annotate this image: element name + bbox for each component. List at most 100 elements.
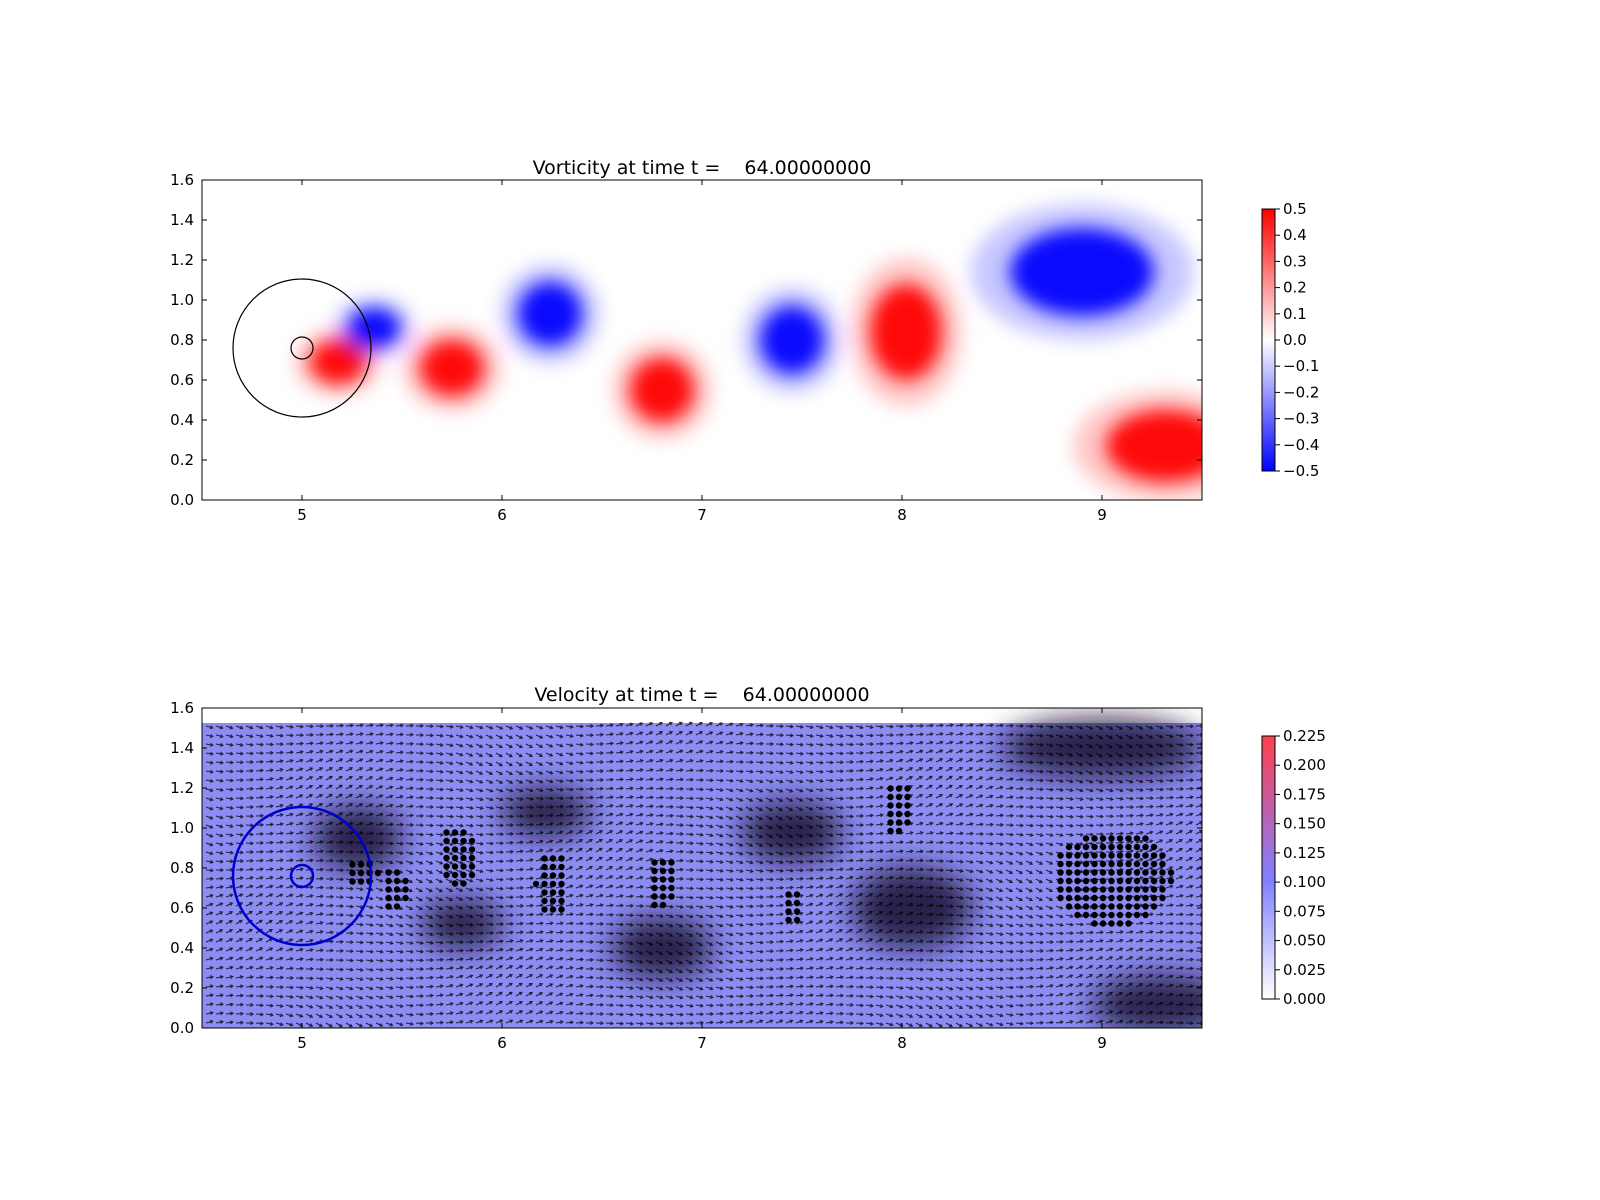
- velocity-core-dot: [1099, 860, 1107, 868]
- velocity-core-dot: [1125, 903, 1132, 910]
- velocity-field: [202, 718, 1202, 1028]
- velocity-ytick-label: 0.2: [170, 979, 194, 997]
- velocity-core-dot: [785, 908, 792, 915]
- vorticity-ytick-label: 0.8: [170, 331, 194, 349]
- velocity-core-dot: [1108, 894, 1115, 902]
- velocity-core-dot: [451, 863, 459, 870]
- velocity-core-dot: [549, 863, 557, 871]
- velocity-core-dot: [1125, 869, 1132, 876]
- velocity-dense-arrow-region: [422, 900, 502, 948]
- velocity-core-dot: [1091, 911, 1098, 919]
- velocity-core-dot: [549, 906, 557, 913]
- velocity-core-dot: [443, 863, 450, 870]
- velocity-core-dot: [1150, 860, 1158, 868]
- velocity-core-dot: [558, 855, 565, 862]
- velocity-core-dot: [1125, 860, 1132, 868]
- velocity-core-dot: [393, 869, 401, 876]
- velocity-core-dot: [1167, 877, 1175, 885]
- velocity-core-dot: [1108, 886, 1115, 893]
- velocity-vortex-dot-cluster: [532, 855, 565, 913]
- vorticity-ytick-label: 0.0: [170, 491, 194, 509]
- velocity-core-dot: [1133, 852, 1141, 859]
- vorticity-colorbar-tick-label: 0.3: [1283, 252, 1307, 270]
- velocity-colorbar-tick-label: 0.100: [1283, 873, 1326, 891]
- velocity-core-dot: [1082, 869, 1090, 876]
- velocity-core-dot: [1091, 835, 1098, 842]
- velocity-core-dot: [1133, 869, 1141, 876]
- velocity-core-dot: [1074, 860, 1081, 868]
- velocity-core-dot: [1057, 869, 1064, 876]
- velocity-core-dot: [558, 889, 565, 896]
- vorticity-xtick-label: 8: [897, 506, 907, 524]
- velocity-core-dot: [460, 863, 467, 870]
- velocity-core-dot: [549, 880, 557, 888]
- velocity-core-dot: [1125, 894, 1132, 902]
- velocity-core-dot: [451, 846, 459, 853]
- velocity-core-dot: [468, 871, 476, 879]
- vorticity-vortex-core: [348, 308, 400, 348]
- vorticity-ytick-label: 0.6: [170, 371, 194, 389]
- velocity-core-dot: [651, 876, 658, 883]
- velocity-core-dot: [349, 869, 356, 877]
- velocity-core-dot: [1116, 852, 1124, 859]
- velocity-core-dot: [1116, 835, 1124, 842]
- velocity-core-dot: [558, 880, 565, 888]
- velocity-ytick-label: 1.0: [170, 819, 194, 837]
- velocity-core-dot: [349, 861, 356, 868]
- velocity-core-dot: [1082, 852, 1090, 859]
- velocity-panel: Velocity at time t = 64.00000000 5 6 7 8 9 0.…: [170, 684, 1326, 1052]
- velocity-core-dot: [443, 837, 450, 845]
- velocity-core-dot: [558, 872, 565, 879]
- velocity-core-dot: [1150, 869, 1158, 876]
- velocity-core-dot: [659, 876, 667, 883]
- velocity-core-dot: [468, 854, 476, 862]
- velocity-core-dot: [668, 867, 675, 875]
- velocity-core-dot: [1142, 911, 1149, 919]
- velocity-core-dot: [1142, 903, 1149, 910]
- velocity-core-dot: [1125, 843, 1132, 851]
- velocity-core-dot: [1133, 894, 1141, 902]
- velocity-core-dot: [1091, 894, 1098, 902]
- velocity-core-dot: [1082, 860, 1090, 868]
- velocity-colorbar-tick-label: 0.000: [1283, 990, 1326, 1008]
- velocity-cylinder-circle: [231, 805, 373, 947]
- velocity-core-dot: [1116, 911, 1124, 919]
- velocity-vortex-dot-cluster: [785, 891, 801, 924]
- vorticity-xtick-label: 9: [1097, 506, 1107, 524]
- velocity-core-dot: [895, 827, 903, 835]
- velocity-core-dot: [1142, 869, 1149, 876]
- velocity-core-dot: [451, 871, 459, 879]
- velocity-ytick-label: 1.2: [170, 779, 194, 797]
- velocity-colorbar: 0.225 0.200 0.175 0.150 0.125 0.100 0.075 0.050…: [1261, 727, 1326, 1008]
- velocity-core-dot: [785, 899, 792, 907]
- velocity-colorbar-tick-label: 0.125: [1283, 844, 1326, 862]
- velocity-core-dot: [541, 889, 548, 896]
- velocity-core-dot: [1065, 852, 1073, 859]
- velocity-core-dot: [1159, 869, 1166, 876]
- velocity-core-dot: [1065, 903, 1073, 910]
- velocity-core-dot: [357, 878, 365, 885]
- velocity-core-dot: [793, 899, 801, 907]
- velocity-core-dot: [1082, 835, 1090, 842]
- velocity-core-dot: [668, 884, 675, 892]
- velocity-core-dot: [374, 869, 382, 877]
- vorticity-colorbar-tick-label: 0.0: [1283, 331, 1307, 349]
- velocity-vortex-dot-cluster: [349, 861, 382, 885]
- velocity-core-dot: [1099, 894, 1107, 902]
- vorticity-colorbar: 0.5 0.4 0.3 0.2 0.1 0.0 −0.1 −0.2 −0.3 −0.4 −0.5: [1261, 200, 1319, 480]
- velocity-core-dot: [1057, 860, 1064, 868]
- velocity-colorbar-gradient: [1261, 735, 1276, 1000]
- vorticity-panel: Vorticity at time t = 64.00000000 5 6 7 8 9 0…: [170, 157, 1319, 524]
- velocity-core-dot: [785, 891, 792, 898]
- velocity-core-dot: [1099, 886, 1107, 893]
- vorticity-axes: 5 6 7 8 9 0.0 0.2 0.4 0.6 0.8 1.0 1.2 1.4 1.6: [170, 171, 1202, 524]
- velocity-core-dot: [1108, 877, 1115, 885]
- vorticity-title: Vorticity at time t = 64.00000000: [533, 157, 872, 179]
- velocity-core-dot: [451, 880, 459, 887]
- velocity-core-dot: [1065, 860, 1073, 868]
- velocity-core-dot: [1057, 886, 1064, 893]
- velocity-core-dot: [651, 901, 658, 909]
- vorticity-cylinder-circle: [232, 278, 372, 418]
- velocity-xtick-label: 5: [297, 1034, 307, 1052]
- velocity-core-dot: [1167, 869, 1175, 876]
